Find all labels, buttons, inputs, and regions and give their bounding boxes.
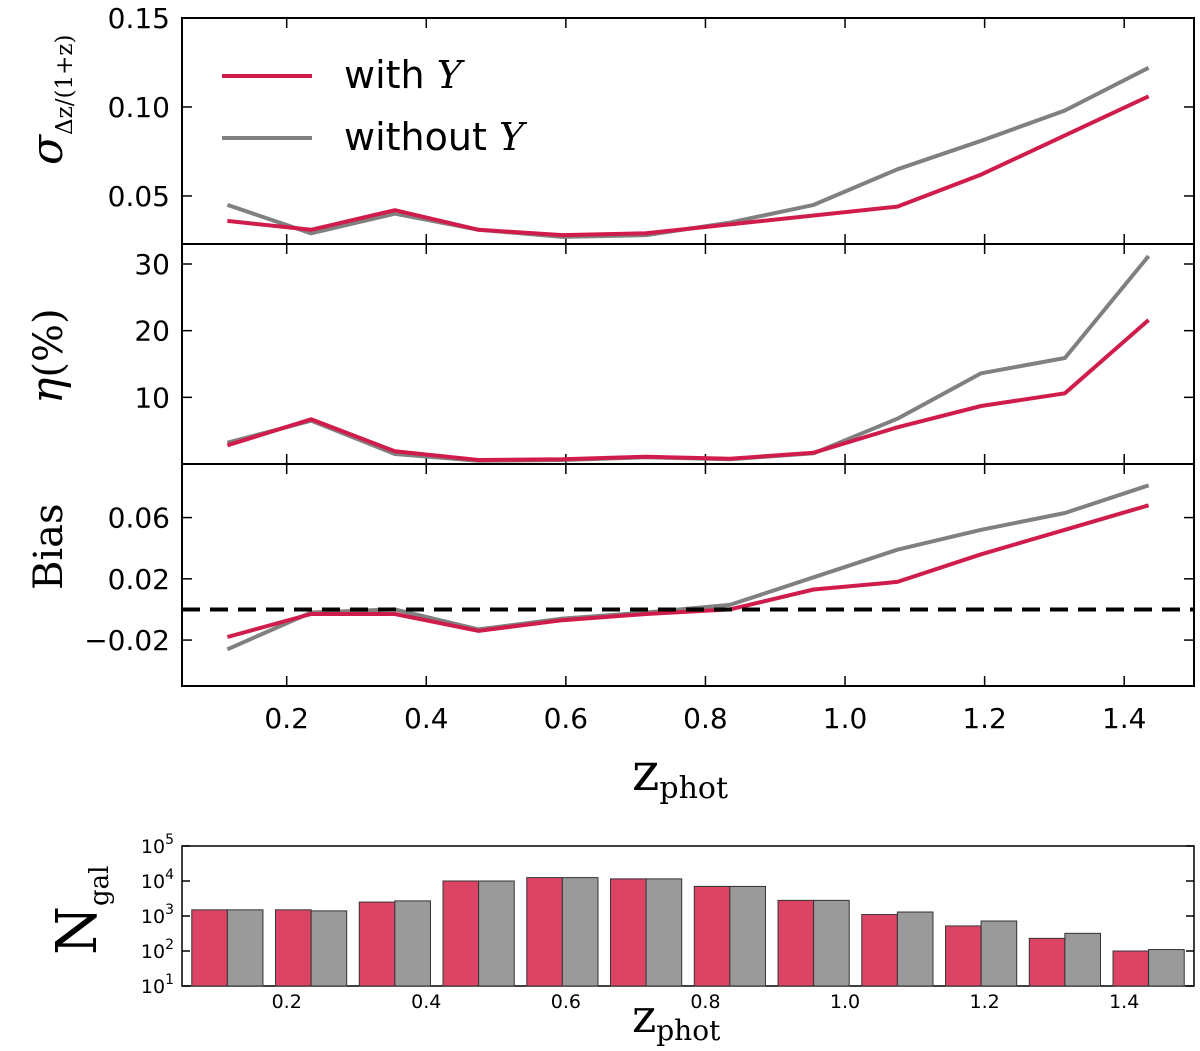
ngal-y-axis-label: Ngal	[45, 866, 115, 955]
ngal-bar-with-y	[191, 909, 228, 987]
ngal-bar-without-y	[394, 900, 431, 987]
main-xtick-label: 1.0	[823, 702, 868, 735]
main-xtick-label: 0.8	[683, 702, 728, 735]
main-xtick-label: 1.4	[1102, 702, 1147, 735]
ngal-bar-with-y	[777, 899, 815, 987]
sigma-ytick-label: 0.15	[108, 2, 170, 35]
sigma-ytick-label: 0.10	[108, 91, 170, 124]
eta-line-without-y	[226, 254, 1151, 463]
main-xtick-label: 0.4	[404, 702, 449, 735]
tick-marks	[182, 17, 1194, 987]
eta-line-with-y	[226, 318, 1150, 462]
main-xtick-label: 1.2	[962, 702, 1007, 735]
main-xtick-label: 0.6	[544, 702, 589, 735]
ngal-bar-with-y	[693, 885, 731, 987]
bias-ytick-label: −0.02	[84, 624, 170, 657]
ngal-xtick-label: 1.0	[830, 991, 860, 1013]
ngal-xtick-label: 0.8	[690, 991, 720, 1013]
ngal-bar-with-y	[1112, 950, 1150, 987]
ngal-bar-with-y	[945, 925, 982, 987]
ngal-bar-without-y	[226, 909, 264, 987]
eta-ytick-label: 10	[134, 381, 170, 414]
ngal-bar-without-y	[1064, 932, 1101, 987]
ngal-ytick-label: 102	[141, 937, 174, 963]
ngal-bar-without-y	[729, 885, 766, 987]
ngal-xtick-label: 1.2	[970, 991, 1000, 1013]
ngal-bar-without-y	[896, 911, 934, 987]
eta-ytick-label: 20	[134, 315, 170, 348]
ngal-ytick-label: 105	[141, 832, 174, 858]
ngal-bar-without-y	[1148, 949, 1185, 987]
ngal-xtick-label: 0.2	[272, 991, 302, 1013]
sigma-ytick-label: 0.05	[108, 180, 170, 213]
ngal-bar-with-y	[358, 901, 396, 987]
legend-label-without-y: without Y	[344, 115, 528, 159]
series-lines	[226, 66, 1151, 652]
ngal-xtick-label: 0.6	[551, 991, 581, 1013]
bias-y-axis-label: Bias	[26, 503, 72, 590]
sigma-y-axis-label: σΔz/(1+z)	[22, 35, 78, 166]
tick-labels: 0.05 0.10 0.15 10 20 30 −0.02 0.02 0.06 0.2 0.4 0.6…	[84, 2, 1146, 1013]
ngal-bar-with-y	[526, 877, 563, 987]
ngal-bar-without-y	[561, 877, 599, 987]
ngal-bars	[191, 877, 1185, 987]
bias-line-without-y	[226, 483, 1150, 652]
main-plot-frame	[181, 17, 1195, 687]
bias-ytick-label: 0.02	[108, 563, 170, 596]
eta-y-axis-label: η(%)	[22, 308, 73, 404]
bias-ytick-label: 0.06	[108, 502, 170, 535]
sigma-line-with-y	[227, 94, 1150, 238]
ngal-xtick-label: 1.4	[1109, 991, 1139, 1013]
ngal-xtick-label: 0.4	[411, 991, 441, 1013]
main-x-axis-label: zphot	[632, 743, 728, 806]
ngal-bar-without-y	[813, 899, 850, 987]
legend: with Y without Y	[222, 53, 528, 159]
ngal-bar-with-y	[610, 878, 647, 987]
bias-line-with-y	[226, 503, 1150, 639]
ngal-bar-with-y	[442, 880, 480, 987]
ngal-bar-without-y	[980, 920, 1018, 987]
main-xtick-label: 0.2	[264, 702, 309, 735]
ngal-bar-with-y	[861, 914, 898, 987]
ngal-x-axis-label: zphot	[632, 989, 721, 1047]
ngal-ytick-label: 104	[141, 867, 174, 893]
eta-ytick-label: 30	[134, 248, 170, 281]
ngal-ytick-label: 101	[141, 972, 174, 998]
ngal-bar-with-y	[1028, 937, 1066, 987]
legend-label-with-y: with Y	[344, 53, 466, 97]
ngal-bar-without-y	[310, 910, 348, 987]
ngal-bar-without-y	[645, 878, 683, 987]
ngal-bar-with-y	[275, 909, 312, 987]
ngal-ytick-label: 103	[141, 902, 174, 928]
ngal-bar-without-y	[478, 880, 515, 987]
